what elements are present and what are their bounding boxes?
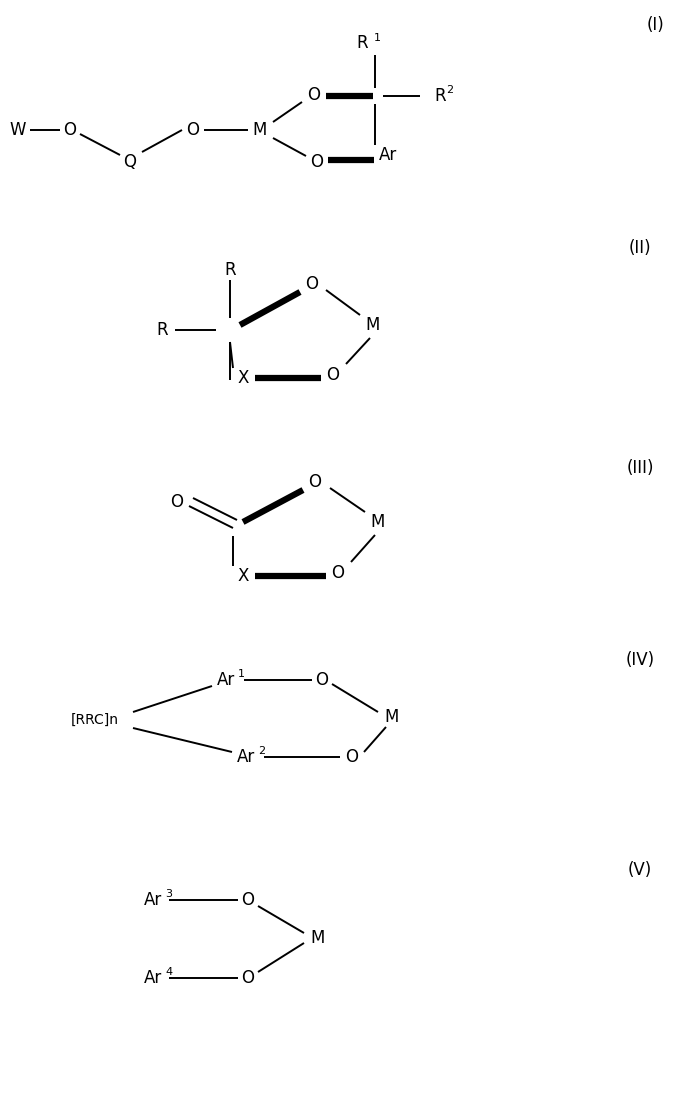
Text: O: O [242,892,255,909]
Text: Ar: Ar [144,892,162,909]
Text: O: O [187,121,199,139]
Text: O: O [307,86,320,104]
Text: Ar: Ar [237,748,255,766]
Text: O: O [170,493,183,511]
Text: M: M [366,316,380,334]
Text: X: X [237,369,248,387]
Text: 4: 4 [165,966,172,977]
Text: X: X [237,568,248,585]
Text: O: O [305,276,318,293]
Text: [RRC]n: [RRC]n [71,713,119,727]
Text: O: O [327,366,340,383]
Text: (III): (III) [626,460,654,477]
Text: O: O [64,121,77,139]
Text: R: R [356,34,368,52]
Text: M: M [311,929,325,947]
Text: O: O [311,153,323,171]
Text: (II): (II) [629,239,651,257]
Text: (IV): (IV) [626,651,655,669]
Text: Ar: Ar [379,145,397,164]
Text: O: O [345,748,358,766]
Text: (V): (V) [628,861,652,879]
Text: R: R [434,87,446,105]
Text: O: O [331,564,345,582]
Text: O: O [242,969,255,987]
Text: (I): (I) [646,17,664,34]
Text: R: R [224,261,236,279]
Text: 3: 3 [165,889,172,899]
Text: M: M [253,121,267,139]
Text: M: M [385,707,399,726]
Text: M: M [371,514,385,531]
Text: 2: 2 [446,85,453,95]
Text: 1: 1 [238,669,245,679]
Text: Ar: Ar [144,969,162,987]
Text: 1: 1 [374,33,381,43]
Text: Ar: Ar [217,671,235,689]
Text: Q: Q [123,153,136,171]
Text: R: R [156,321,168,339]
Text: W: W [10,121,26,139]
Text: 2: 2 [258,746,265,756]
Text: O: O [316,671,329,689]
Text: O: O [309,473,322,491]
